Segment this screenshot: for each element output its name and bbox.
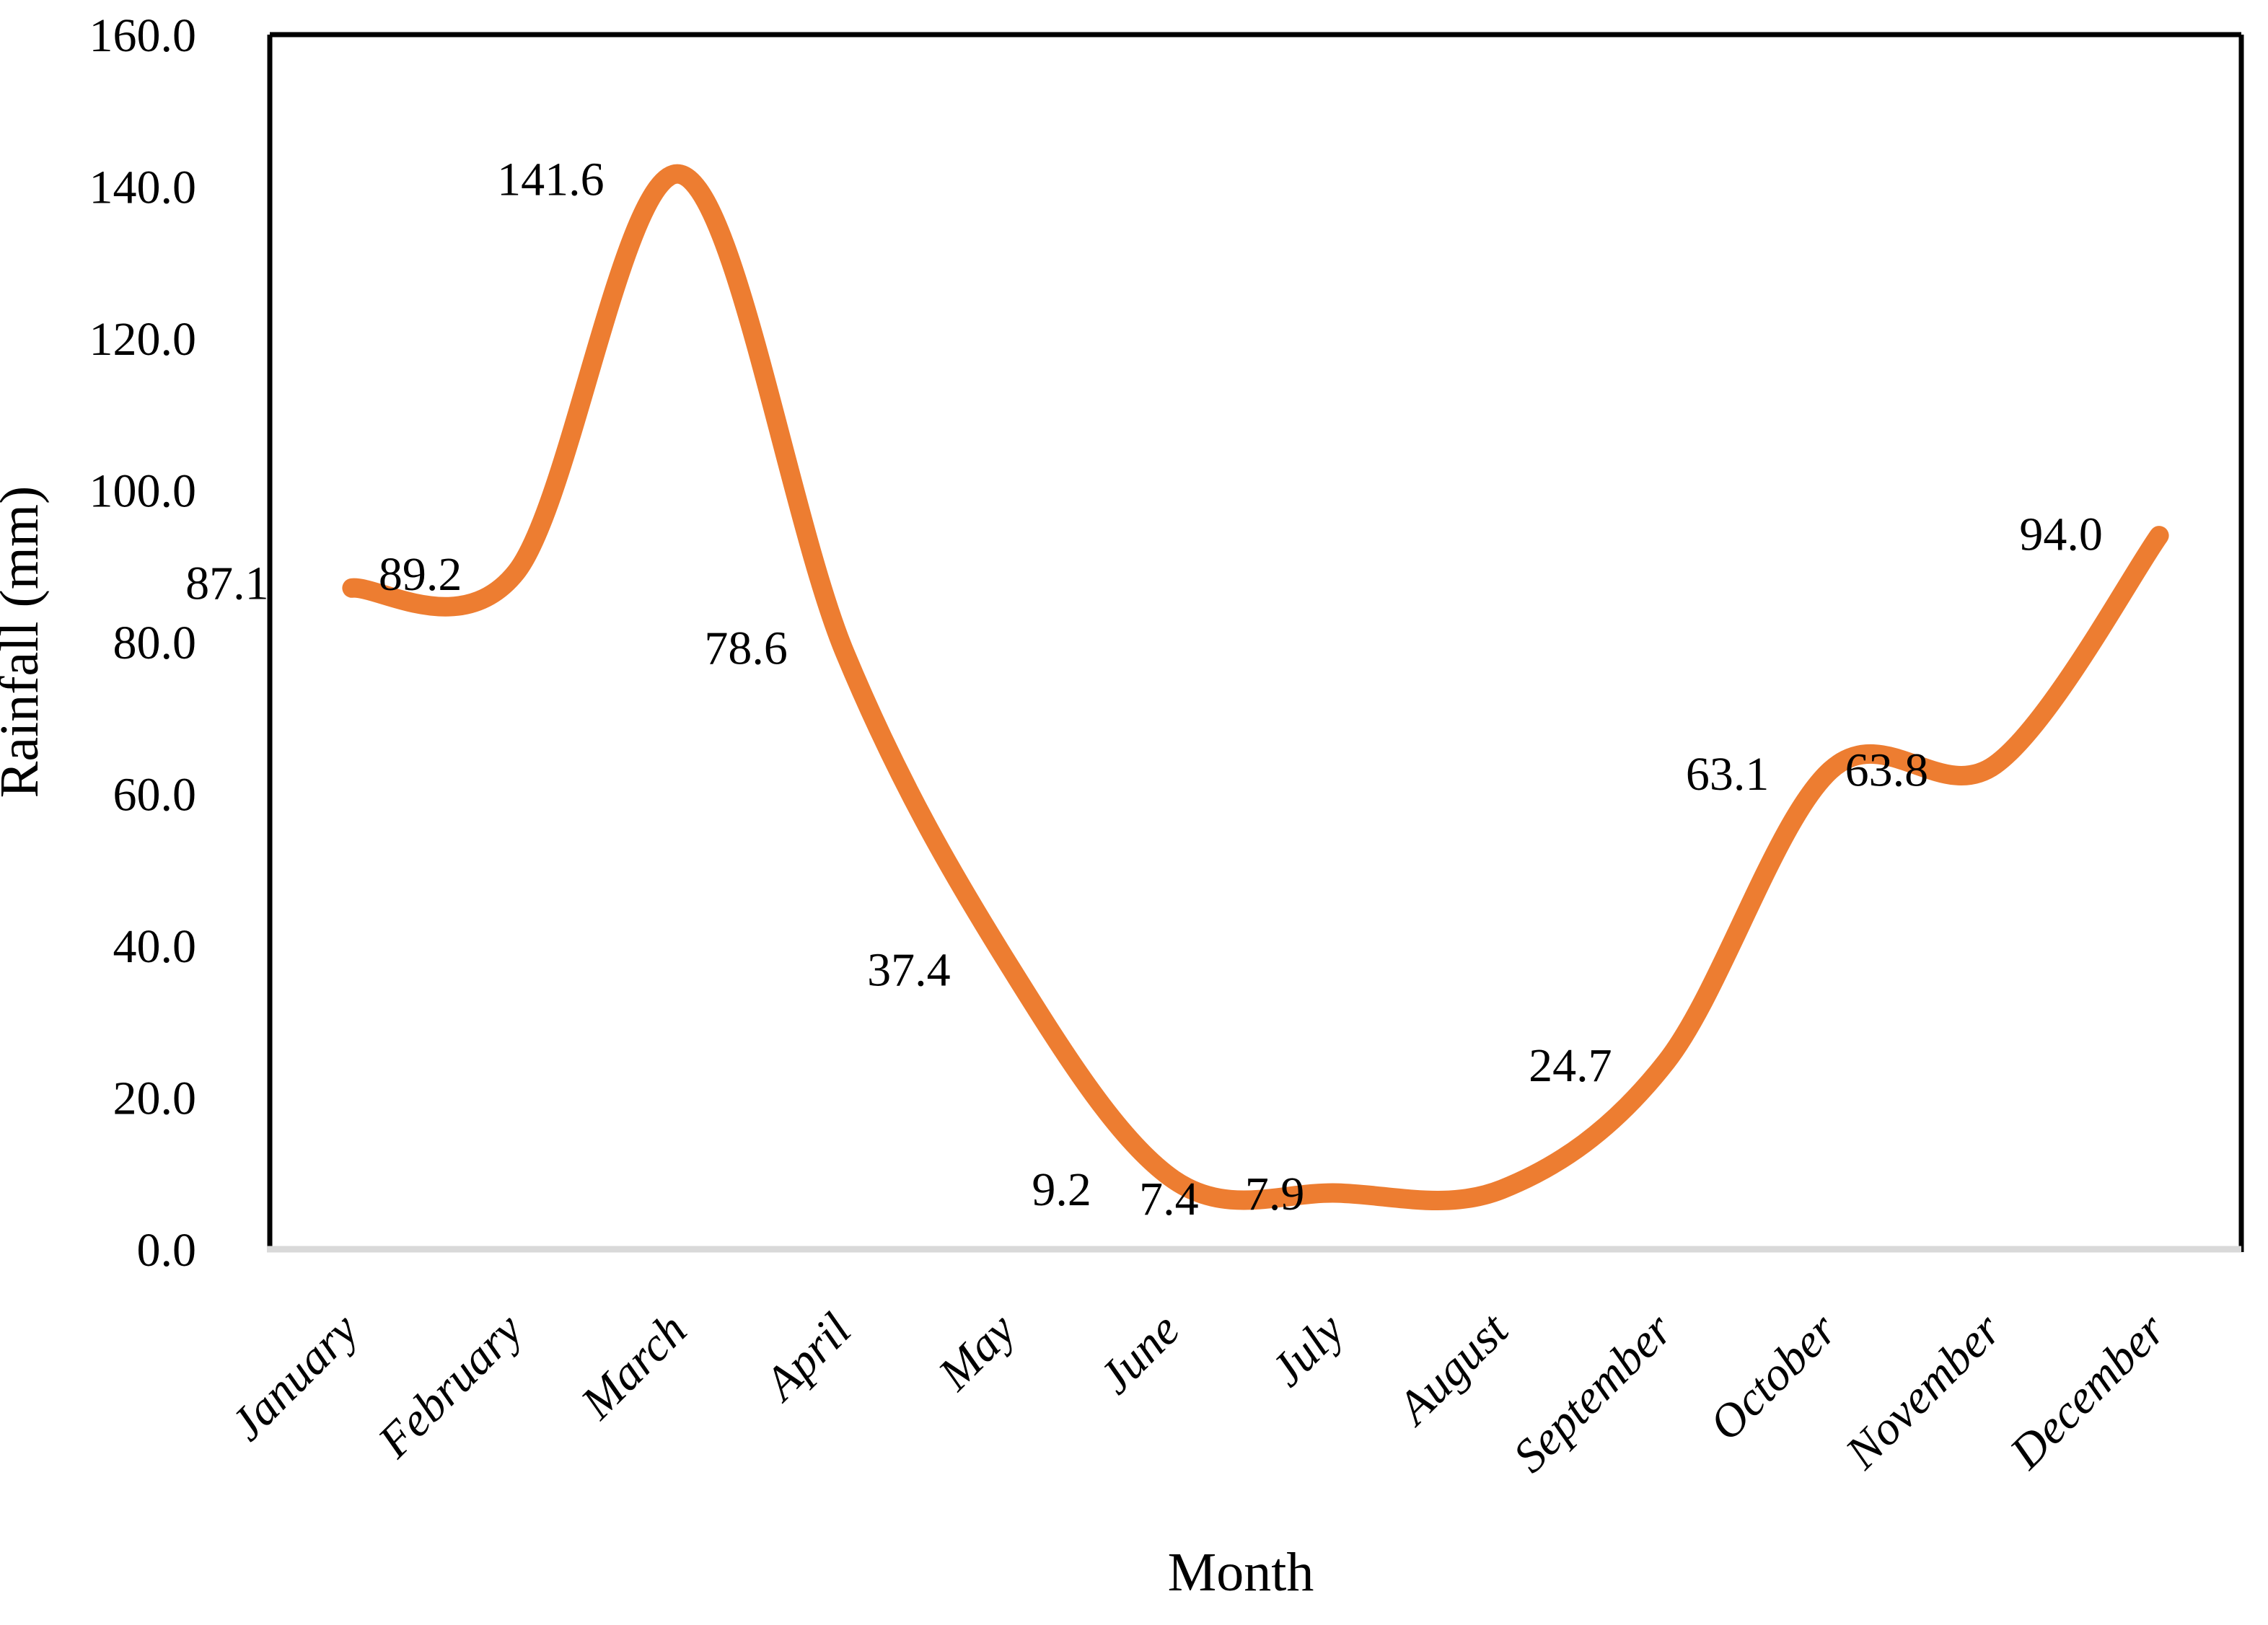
y-tick-label-80.0: 80.0 — [113, 617, 197, 669]
series-line-rainfall — [342, 164, 2169, 1210]
data-label-january: 87.1 — [185, 557, 269, 609]
x-tick-label-july: July — [1261, 1303, 1355, 1396]
data-label-november: 63.8 — [1845, 744, 1929, 797]
x-tick-label-february: February — [368, 1303, 533, 1468]
x-tick-label-october: October — [1700, 1303, 1847, 1451]
data-label-april: 78.6 — [704, 622, 788, 675]
data-label-february: 89.2 — [379, 548, 462, 601]
data-label-march: 141.6 — [497, 154, 605, 206]
x-axis-tick-labels: January February March April May June July Augu… — [221, 1303, 2176, 1483]
x-tick-label-september: September — [1503, 1303, 1683, 1483]
x-tick-label-august: August — [1386, 1303, 1519, 1436]
data-label-december: 94.0 — [2019, 508, 2103, 561]
y-tick-label-20.0: 20.0 — [113, 1073, 197, 1125]
y-tick-label-0.0: 0.0 — [137, 1224, 197, 1277]
data-label-august: 7.9 — [1245, 1168, 1305, 1220]
x-tick-label-january: January — [221, 1303, 369, 1450]
x-tick-label-may: May — [928, 1303, 1026, 1401]
x-tick-label-june: June — [1089, 1303, 1190, 1404]
y-tick-label-60.0: 60.0 — [113, 769, 197, 822]
y-axis-title: Rainfall (mm) — [0, 486, 50, 798]
x-tick-label-december: December — [2000, 1303, 2176, 1479]
y-tick-label-100.0: 100.0 — [89, 465, 197, 518]
y-tick-label-160.0: 160.0 — [89, 9, 197, 62]
y-tick-label-40.0: 40.0 — [113, 920, 197, 973]
data-label-september: 24.7 — [1529, 1039, 1612, 1092]
x-axis-title: Month — [1168, 1542, 1314, 1603]
plot-border — [267, 32, 2244, 1252]
data-label-july: 7.4 — [1139, 1173, 1199, 1225]
data-labels: 87.1 89.2 141.6 78.6 37.4 9.2 7.4 7.9 24.7 63.1 63… — [185, 154, 2103, 1225]
y-tick-label-140.0: 140.0 — [89, 162, 197, 214]
x-tick-label-april: April — [752, 1303, 861, 1412]
x-tick-label-november: November — [1835, 1303, 2011, 1479]
y-axis-tick-labels: 160.0 140.0 120.0 100.0 80.0 60.0 40.0 20.0 0.0 — [89, 9, 197, 1277]
x-tick-label-march: March — [571, 1303, 697, 1430]
data-label-october: 63.1 — [1686, 748, 1770, 801]
data-label-june: 9.2 — [1032, 1163, 1091, 1216]
data-label-may: 37.4 — [867, 943, 951, 996]
y-tick-label-120.0: 120.0 — [89, 313, 197, 366]
